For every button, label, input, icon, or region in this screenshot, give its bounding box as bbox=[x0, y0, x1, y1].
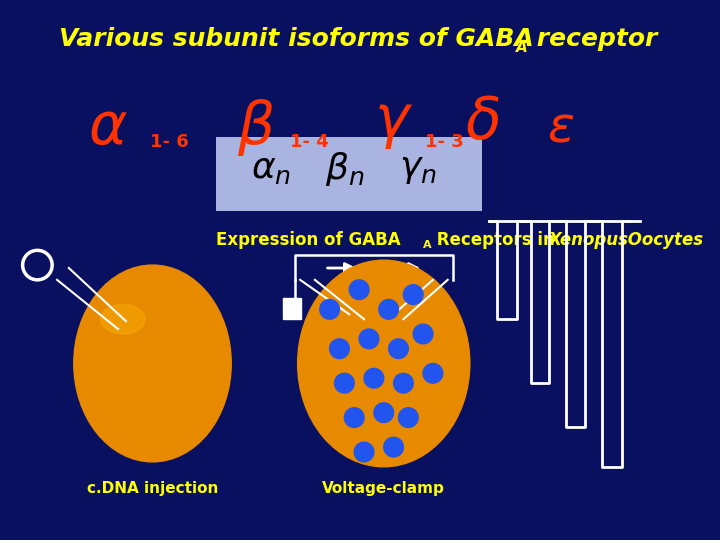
Text: A: A bbox=[516, 40, 527, 55]
Circle shape bbox=[379, 300, 398, 319]
Circle shape bbox=[364, 368, 384, 388]
Text: Voltage-clamp: Voltage-clamp bbox=[323, 481, 445, 496]
Text: Receptors in: Receptors in bbox=[431, 232, 560, 249]
Bar bbox=[217, 137, 482, 211]
Circle shape bbox=[423, 363, 443, 383]
Ellipse shape bbox=[101, 305, 145, 334]
Text: Oocytes: Oocytes bbox=[622, 232, 703, 249]
Circle shape bbox=[403, 285, 423, 305]
Circle shape bbox=[344, 408, 364, 428]
Circle shape bbox=[398, 408, 418, 428]
Circle shape bbox=[354, 442, 374, 462]
Text: $\varepsilon$: $\varepsilon$ bbox=[547, 103, 575, 151]
Circle shape bbox=[389, 339, 408, 359]
Ellipse shape bbox=[73, 265, 231, 462]
Text: $\alpha_n$: $\alpha_n$ bbox=[251, 152, 291, 186]
Text: $\gamma$: $\gamma$ bbox=[374, 94, 413, 151]
Text: 1- 4: 1- 4 bbox=[290, 133, 329, 151]
Text: $\beta_n$: $\beta_n$ bbox=[325, 150, 364, 188]
Circle shape bbox=[359, 329, 379, 349]
Text: Expression of GABA: Expression of GABA bbox=[217, 232, 401, 249]
Circle shape bbox=[349, 280, 369, 300]
Text: 1- 6: 1- 6 bbox=[150, 133, 189, 151]
Circle shape bbox=[394, 373, 413, 393]
Text: 1- 3: 1- 3 bbox=[425, 133, 464, 151]
Circle shape bbox=[374, 403, 394, 422]
Text: Various subunit isoforms of GABA: Various subunit isoforms of GABA bbox=[59, 27, 534, 51]
Text: A: A bbox=[423, 240, 432, 251]
Ellipse shape bbox=[297, 260, 470, 467]
Text: $\alpha$: $\alpha$ bbox=[89, 99, 128, 156]
Text: Xenopus: Xenopus bbox=[549, 232, 629, 249]
Text: $\beta$: $\beta$ bbox=[237, 97, 274, 158]
Circle shape bbox=[335, 373, 354, 393]
Circle shape bbox=[413, 324, 433, 344]
Text: $\gamma_n$: $\gamma_n$ bbox=[400, 152, 437, 186]
Circle shape bbox=[330, 339, 349, 359]
Bar bbox=[284, 298, 301, 319]
Text: receptor: receptor bbox=[528, 27, 658, 51]
Text: $\delta$: $\delta$ bbox=[464, 94, 500, 151]
Text: c.DNA injection: c.DNA injection bbox=[87, 481, 218, 496]
Circle shape bbox=[320, 300, 339, 319]
Circle shape bbox=[384, 437, 403, 457]
